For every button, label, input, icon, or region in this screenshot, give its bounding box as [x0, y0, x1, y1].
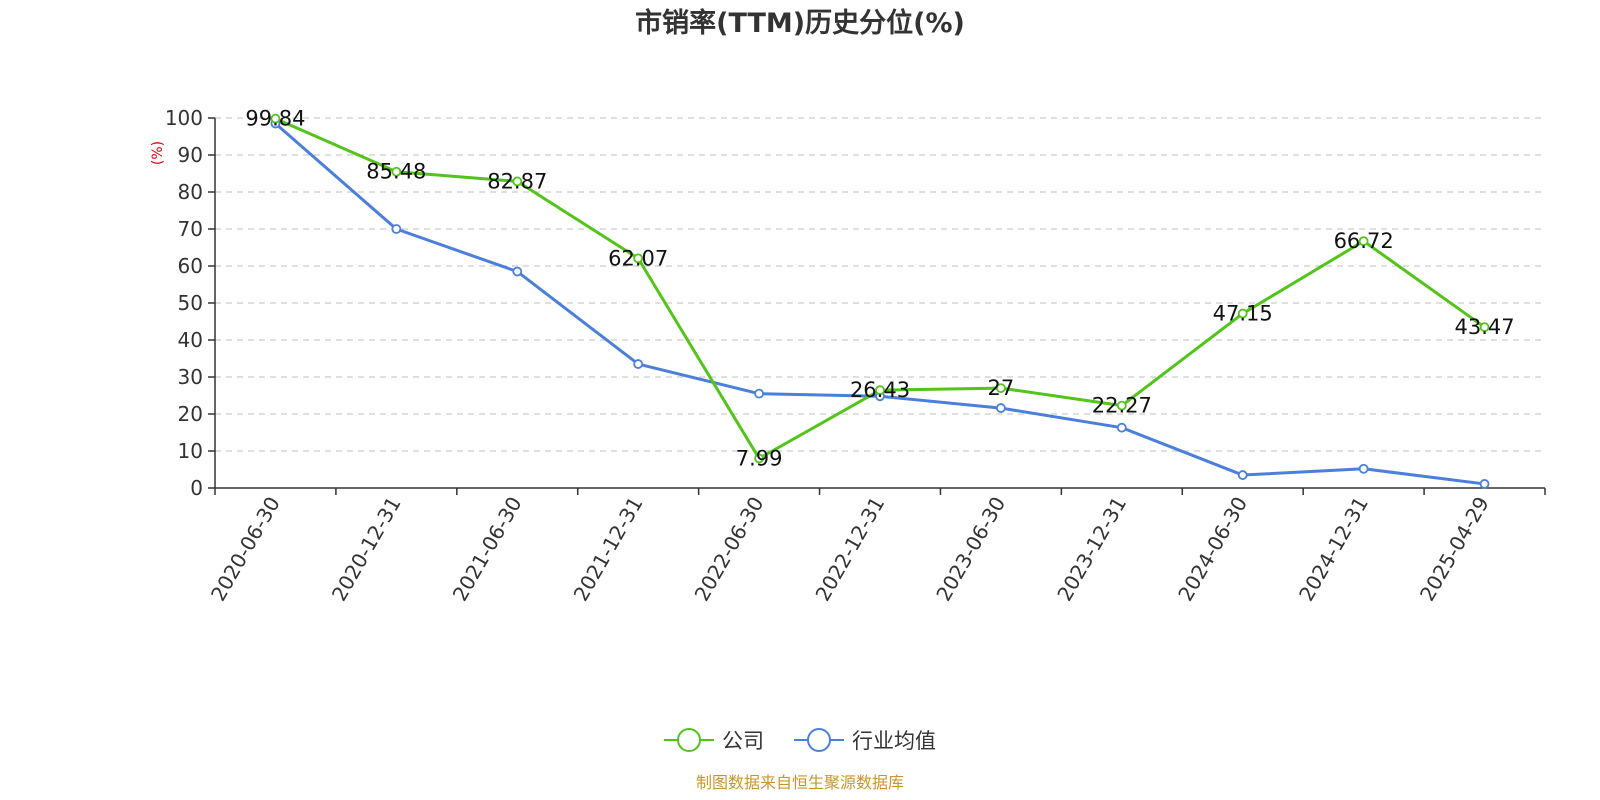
legend-item-1[interactable]: 行业均值 — [794, 728, 936, 753]
source-note: 制图数据来自恒生聚源数据库 — [696, 773, 904, 792]
series-point — [1237, 470, 1248, 480]
series-point — [633, 359, 644, 369]
y-tick-label: 20 — [178, 402, 203, 426]
series-point — [996, 403, 1006, 413]
data-label: 27 — [988, 376, 1015, 400]
x-tick-label: 2022-06-30 — [690, 493, 769, 606]
series-point — [1479, 479, 1490, 489]
series-point — [512, 176, 523, 187]
series-point — [1479, 322, 1490, 333]
chart-title: 市销率(TTM)历史分位(%) — [635, 7, 965, 39]
y-tick-label: 30 — [178, 365, 203, 389]
series-point — [875, 385, 885, 396]
grid-lines — [215, 117, 1545, 452]
y-tick-label: 80 — [178, 180, 203, 204]
series-point — [1358, 236, 1369, 247]
x-tick-label: 2021-06-30 — [448, 493, 527, 606]
series-point — [391, 224, 402, 234]
y-axis-ticks: 0 10 20 30 40 50 60 70 80 90 100 — [165, 106, 216, 500]
y-tick-label: 50 — [178, 291, 203, 315]
series-point — [1237, 308, 1248, 319]
series-layer: 99.84 85.48 82.87 62.07 7.99 26.43 27 22.27 47.1… — [245, 107, 1515, 489]
x-tick-label: 2020-06-30 — [206, 493, 285, 606]
series-point — [391, 166, 402, 177]
data-label: 66.72 — [1334, 229, 1394, 253]
legend[interactable]: 公司 行业均值 — [664, 728, 936, 753]
data-label: 43.47 — [1454, 315, 1514, 339]
series-point — [1358, 463, 1369, 474]
legend-marker — [677, 728, 701, 752]
series-point — [754, 453, 764, 464]
x-tick-label: 2020-12-31 — [327, 493, 406, 606]
data-label: 82.87 — [487, 169, 547, 193]
series-point — [633, 253, 644, 264]
x-axis: 2020-06-30 2020-12-31 2021-06-30 2021-12-31… — [206, 487, 1546, 606]
x-tick-label: 2024-12-31 — [1294, 493, 1373, 606]
data-label: 62.07 — [608, 246, 668, 270]
y-tick-label: 100 — [165, 106, 203, 130]
x-tick-label: 2025-04-29 — [1415, 493, 1494, 606]
legend-label: 行业均值 — [852, 729, 936, 753]
series-line-0 — [274, 117, 1486, 460]
x-tick-label: 2023-06-30 — [931, 493, 1010, 606]
y-tick-label: 40 — [178, 328, 203, 352]
y-tick-label: 0 — [190, 476, 203, 500]
legend-item-0[interactable]: 公司 — [664, 728, 764, 753]
x-tick-label: 2021-12-31 — [569, 493, 648, 606]
data-label: 22.27 — [1092, 394, 1152, 418]
data-label: 7.99 — [736, 446, 783, 470]
y-axis-unit-label: (%) — [150, 141, 166, 165]
series-point — [1116, 400, 1127, 411]
series-point — [270, 113, 281, 124]
series-point — [512, 266, 523, 277]
data-label: 85.48 — [366, 160, 426, 184]
x-tick-label: 2024-06-30 — [1173, 493, 1252, 606]
series-point — [754, 388, 764, 399]
data-label: 47.15 — [1213, 302, 1273, 326]
legend-label: 公司 — [722, 729, 764, 753]
data-label: 99.84 — [245, 107, 305, 131]
data-label: 26.43 — [850, 378, 910, 402]
y-tick-label: 70 — [178, 217, 203, 241]
series-point — [996, 383, 1006, 394]
x-tick-label: 2022-12-31 — [810, 493, 889, 606]
y-tick-label: 60 — [178, 254, 203, 278]
y-tick-label: 10 — [178, 439, 203, 463]
series-point — [1116, 422, 1127, 433]
legend-marker — [807, 728, 831, 752]
x-tick-label: 2023-12-31 — [1052, 493, 1131, 606]
y-tick-label: 90 — [178, 143, 203, 167]
